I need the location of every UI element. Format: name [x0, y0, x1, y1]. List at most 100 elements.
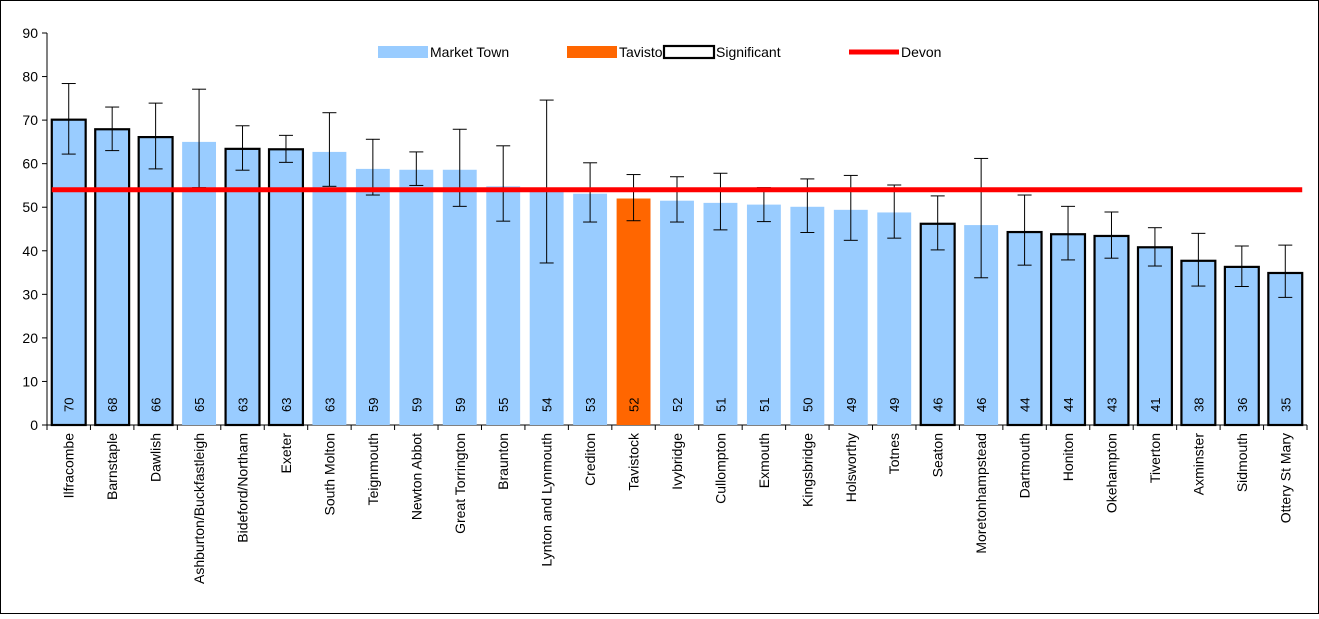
- bar-ivybridge: [660, 200, 694, 425]
- x-tick-label: Cullompton: [712, 433, 728, 504]
- bar-great-torrington: [442, 169, 477, 425]
- x-tick-label: Totnes: [886, 433, 902, 474]
- x-tick-label: Dartmouth: [1017, 433, 1033, 498]
- y-tick-label: 80: [22, 69, 38, 85]
- bar-sidmouth: [1223, 265, 1260, 427]
- bar-value-label: 43: [1104, 398, 1119, 412]
- bar-teignmouth: [355, 168, 390, 426]
- x-tick-label: Teignmouth: [365, 433, 381, 505]
- bar-cullompton: [703, 202, 738, 425]
- bar-value-label: 51: [757, 398, 772, 412]
- bar-value-label: 46: [974, 398, 989, 412]
- bar-value-label: 59: [409, 398, 424, 412]
- bar-value-label: 53: [583, 398, 598, 412]
- bar-value-label: 54: [540, 398, 555, 412]
- bar-value-label: 65: [192, 398, 207, 412]
- bar-value-label: 46: [931, 398, 946, 412]
- x-tick-label: Tiverton: [1147, 433, 1163, 483]
- x-tick-label: Kingsbridge: [799, 433, 815, 507]
- x-tick-label: Dawlish: [148, 433, 164, 482]
- bar-barnstaple: [94, 128, 131, 427]
- x-tick-label: Ilfracombe: [61, 433, 77, 499]
- bar-value-label: 36: [1235, 398, 1250, 412]
- x-tick-label: Great Torrington: [452, 433, 468, 534]
- legend-devon-label: Devon: [901, 44, 941, 60]
- bar-ilfracombe: [50, 118, 87, 427]
- x-tick-label: Ottery St Mary: [1277, 433, 1293, 523]
- x-tick-label: Lynton and Lynmouth: [539, 433, 555, 567]
- bar-value-label: 70: [62, 398, 77, 412]
- bar-crediton: [573, 193, 608, 425]
- bar-value-label: 52: [670, 398, 685, 412]
- bar-honiton: [1049, 233, 1087, 427]
- bar-value-label: 49: [887, 398, 902, 412]
- bar-dawlish: [137, 135, 174, 427]
- y-tick-label: 20: [22, 330, 38, 346]
- bar-value-label: 66: [149, 398, 164, 412]
- x-tick-label: Tavistock: [626, 432, 642, 491]
- x-tick-label: Braunton: [495, 433, 511, 490]
- bar-value-label: 51: [713, 398, 728, 412]
- y-tick-label: 90: [22, 25, 38, 41]
- bar-okehampton: [1093, 234, 1130, 427]
- bar-value-label: 68: [105, 398, 120, 412]
- bar-tiverton: [1136, 246, 1173, 427]
- bar-holsworthy: [833, 209, 868, 425]
- bar-south-molton: [312, 151, 347, 425]
- legend-significant-swatch: [662, 44, 716, 60]
- bar-newton-abbot: [399, 169, 434, 425]
- bar-seaton: [919, 222, 956, 427]
- bar-value-label: 44: [1061, 398, 1076, 412]
- bar-braunton: [486, 186, 521, 425]
- legend-market-town-label: Market Town: [430, 44, 509, 60]
- x-tick-label: Ivybridge: [669, 433, 685, 490]
- bar-value-label: 59: [453, 398, 468, 412]
- x-tick-label: Exmouth: [756, 433, 772, 488]
- bar-axminster: [1180, 259, 1217, 427]
- error-bars-group: [61, 83, 1293, 298]
- y-tick-label: 60: [22, 156, 38, 172]
- x-tick-label: Axminster: [1190, 433, 1206, 496]
- x-tick-label: Sidmouth: [1234, 433, 1250, 492]
- x-tick-label: Newton Abbot: [408, 433, 424, 520]
- x-tick-label: Barnstaple: [104, 433, 120, 500]
- bar-value-label: 49: [844, 398, 859, 412]
- x-tick-label: Bideford/Northam: [235, 433, 251, 543]
- x-tick-label: Moretonhampstead: [973, 433, 989, 554]
- bar-value-label: 41: [1148, 398, 1163, 412]
- x-axis-labels: Ilfracombe Barnstaple Dawlish Ashburton/Buc…: [46, 425, 1308, 584]
- bar-value-label: 52: [627, 398, 642, 412]
- bar-value-label: 63: [279, 398, 294, 412]
- x-tick-label: Ashburton/Buckfastleigh: [191, 433, 207, 584]
- x-tick-label: Honiton: [1060, 433, 1076, 481]
- bar-value-label: 38: [1191, 398, 1206, 412]
- bar-value-label: 63: [322, 398, 337, 412]
- bar-value-label: 63: [236, 398, 251, 412]
- bar-value-label: 44: [1018, 398, 1033, 412]
- bar-tavistock: [616, 198, 651, 425]
- x-tick-label: Exeter: [278, 433, 294, 474]
- x-tick-label: Holsworthy: [843, 433, 859, 502]
- bar-value-label: 55: [496, 398, 511, 412]
- y-tick-label: 0: [30, 417, 38, 433]
- x-tick-label: Okehampton: [1103, 433, 1119, 513]
- x-tick-label: Crediton: [582, 433, 598, 486]
- y-tick-label: 10: [22, 373, 38, 389]
- legend-market-town-swatch: [378, 46, 428, 58]
- y-tick-label: 50: [22, 199, 38, 215]
- bar-exmouth: [746, 204, 781, 425]
- x-tick-label: Seaton: [930, 433, 946, 477]
- bar-kingsbridge: [790, 206, 825, 425]
- bar-value-label: 59: [366, 398, 381, 412]
- legend: Market Town Tavistock Significant Devon: [378, 44, 941, 60]
- bar-value-label: 50: [800, 398, 815, 412]
- bar-value-label: 35: [1278, 398, 1293, 412]
- legend-tavistock-swatch: [567, 46, 617, 58]
- y-tick-label: 40: [22, 243, 38, 259]
- y-tick-label: 30: [22, 286, 38, 302]
- legend-significant-label: Significant: [716, 44, 781, 60]
- x-tick-label: South Molton: [321, 433, 337, 516]
- bar-totnes: [877, 212, 912, 425]
